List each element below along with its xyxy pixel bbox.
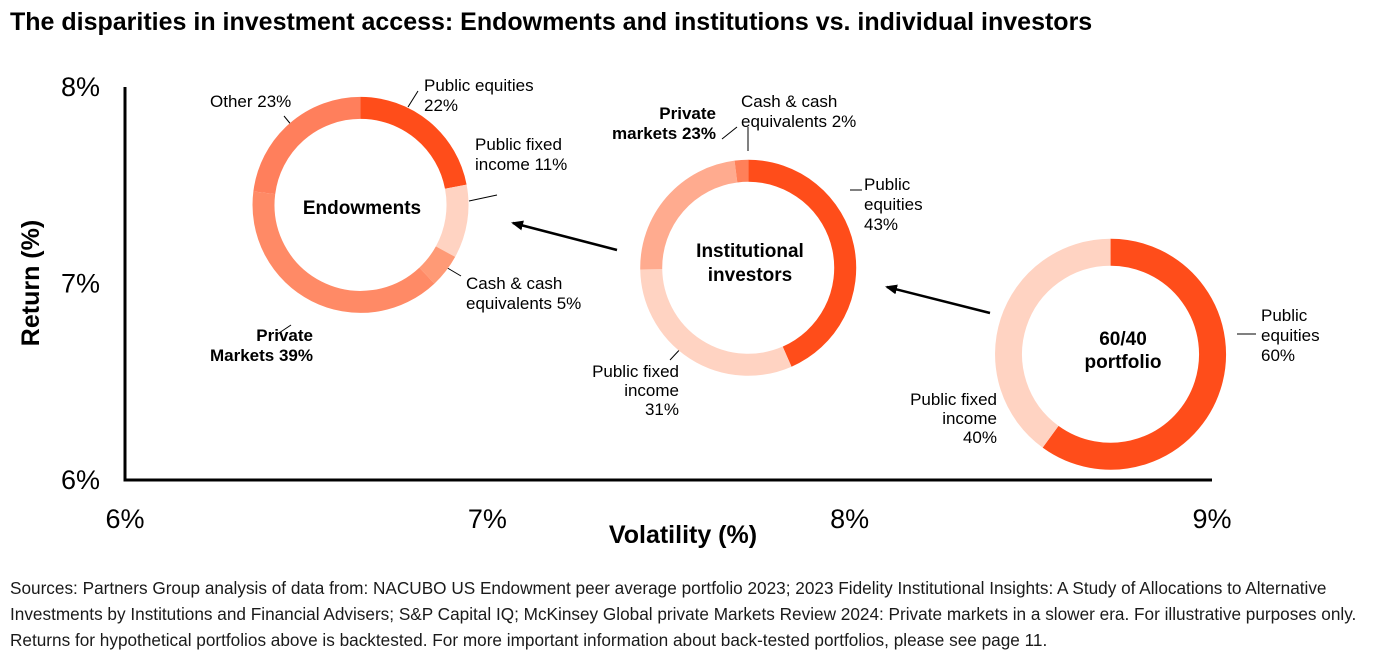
label-institutional-public-fixed-income: Public fixed income 31% (592, 362, 679, 419)
endowments-donut (252, 96, 469, 313)
y-tick-label: 8% (61, 72, 100, 102)
leader-line (721, 126, 738, 140)
x-tick-label: 6% (105, 504, 144, 534)
sixty-forty-donut (995, 238, 1227, 470)
leader-line (468, 194, 498, 202)
label-endowments-public-equities: Public equities 22% (424, 76, 534, 115)
donut-slice (360, 96, 467, 190)
y-axis-label: Return (%) (17, 220, 45, 346)
donut-slice (734, 159, 749, 183)
label-institutional-center: Institutional investors (696, 241, 804, 286)
label-institutional-private-markets: Private markets 23% (612, 104, 716, 143)
chart-title: The disparities in investment access: En… (10, 8, 1093, 36)
x-tick-label: 9% (1192, 504, 1231, 534)
donut-slice (419, 245, 456, 284)
label-institutional-public-equities: Public equities 43% (864, 175, 923, 234)
donut-slice (995, 238, 1111, 448)
x-tick-label: 8% (830, 504, 869, 534)
label-endowments-public-fixed-income: Public fixed income 11% (475, 135, 567, 174)
label-sixty-forty-public-fixed-income: Public fixed income 40% (910, 390, 997, 447)
arrow-to-endowments (511, 220, 618, 252)
chart-area: 6% 7% 8% 9% 6% 7% 8% Volatility (%) Return (%) P… (17, 72, 1320, 549)
donut-slice (748, 159, 857, 367)
institutional-donut (640, 159, 857, 376)
donut-slice (435, 184, 469, 257)
donut-slice (1042, 238, 1227, 470)
label-endowments-cash: Cash & cash equivalents 5% (466, 274, 581, 313)
arrow-to-institutional (885, 284, 991, 315)
x-tick-label: 7% (468, 504, 507, 534)
donut-slice (640, 268, 792, 376)
label-sixty-forty-center: 60/40 portfolio (1084, 329, 1161, 373)
x-axis-label: Volatility (%) (609, 521, 757, 549)
leader-line (275, 324, 292, 336)
y-tick-label: 7% (61, 269, 100, 299)
donut-slice (253, 96, 361, 195)
label-endowments-center: Endowments (303, 198, 421, 219)
sources-note: Sources: Partners Group analysis of data… (10, 578, 1357, 650)
y-tick-label: 6% (61, 465, 100, 495)
label-sixty-forty-public-equities: Public equities 60% (1261, 306, 1320, 365)
donut-slice (640, 160, 738, 270)
label-institutional-cash: Cash & cash equivalents 2% (741, 92, 856, 131)
label-endowments-other: Other 23% (210, 92, 291, 111)
leader-line (407, 90, 419, 108)
label-endowments-private-markets: Private Markets 39% (210, 326, 313, 365)
donut-slice (252, 191, 435, 313)
